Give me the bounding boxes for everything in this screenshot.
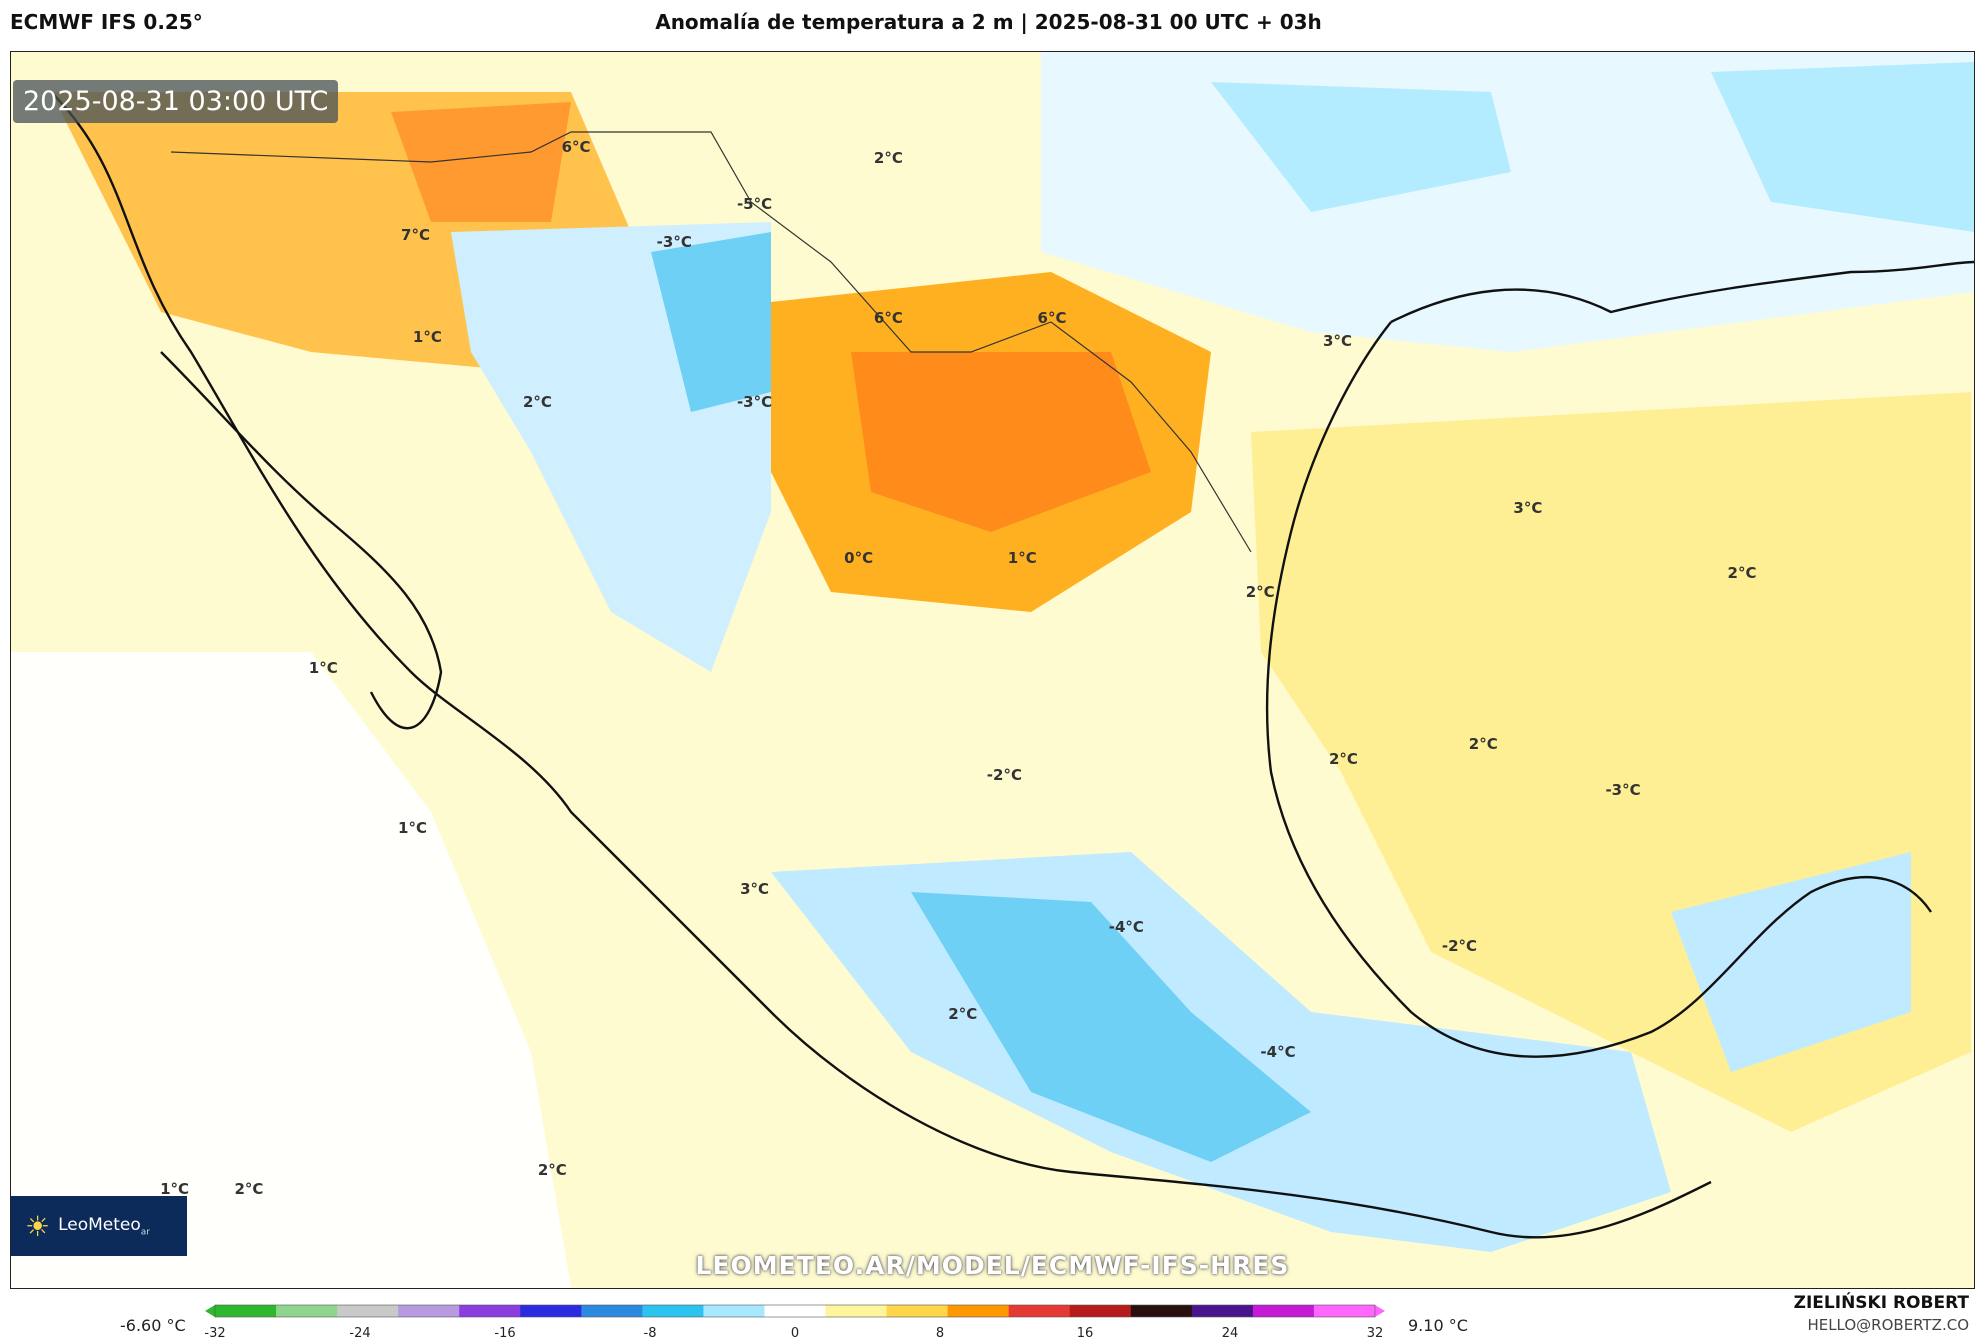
southwest-hot-core [391,102,571,222]
author-name: ZIELIŃSKI ROBERT [1793,1293,1969,1313]
contour-label: 1°C [412,328,442,347]
contour-label: -2°C [986,765,1022,784]
contour-label: 6°C [1037,309,1067,328]
colorbar-max-arrow [1375,1305,1385,1317]
colorbar-max-label: 9.10 °C [1408,1316,1468,1335]
contour-label: -2°C [1441,936,1478,955]
colorbar-segment [215,1305,277,1317]
gulf-coastline [1265,321,1932,1058]
source-watermark: LEOMETEO.AR/MODEL/ECMWF-IFS-HRES [695,1251,1290,1280]
contour-label: -4°C [1260,1043,1296,1062]
contour-label: 2°C [522,392,552,411]
contour-label: 2°C [1328,750,1358,769]
chihuahua-cold-core [651,232,771,412]
contour-label: 3°C [740,879,770,898]
contour-label: 1°C [308,659,338,678]
author-credit: ZIELIŃSKI ROBERT HELLO@ROBERTZ.CO [1794,1292,1969,1336]
contour-label: -5°C [736,195,773,214]
contour-label: 2°C [1727,564,1757,583]
pacific-coastline [50,91,1712,1239]
contour-label: 1°C [398,818,427,837]
contour-label: -3°C [736,392,773,411]
contour-label: 1°C [1007,548,1037,567]
colorbar-segment [337,1305,399,1317]
contour-label: 2°C [537,1161,567,1180]
south-mexico-cold-core [911,892,1311,1162]
colorbar-tick-label: 8 [935,1326,945,1341]
colorbar-segment [886,1305,949,1317]
contour-label: -3°C [656,233,692,252]
colorbar-segment [1130,1305,1193,1317]
baja-california-coastline [160,351,443,730]
colorbar-segment [703,1305,765,1317]
colorbar-segment [398,1305,460,1317]
colorbar-segment [1313,1305,1376,1317]
valid-time-badge: 2025-08-31 03:00 UTC [13,80,339,123]
colorbar-tick-label: -32 [204,1326,226,1341]
author-email: HELLO@ROBERTZ.CO [1807,1316,1969,1334]
colorbar-tick-label: -24 [349,1326,371,1341]
us-gulf-coastline [1390,260,1974,324]
colorbar-segment [581,1305,643,1317]
logo-text: LeoMeteoar [58,1214,151,1238]
contour-label: 0°C [844,548,874,567]
colorbar-tick-label: 16 [1076,1326,1094,1341]
chart-title: Anomalía de temperatura a 2 m | 2025-08-… [655,10,1322,34]
contour-label: -4°C [1108,917,1144,936]
colorbar-segment [642,1305,704,1317]
contour-label: 1°C [160,1180,190,1199]
colorbar-segment [520,1305,582,1317]
colorbar-tick-label: 0 [790,1326,800,1341]
contour-label: 7°C [401,225,430,244]
map-canvas [11,52,1974,1288]
colorbar-segment [764,1305,827,1317]
sun-icon: ☀ [25,1209,51,1243]
cool-patch-north [1211,82,1511,212]
contour-label: 2°C [1468,735,1498,754]
contour-label: -3°C [1605,780,1641,799]
contour-label: 2°C [1245,583,1275,602]
colorbar-outline [214,1304,1376,1318]
colorbar-tick-label: 24 [1221,1326,1239,1341]
colorbar-tick-label: -8 [643,1326,657,1341]
colorbar-segment [947,1305,1010,1317]
colorbar-tick-label: 32 [1366,1326,1384,1341]
colorbar-min-arrow [205,1305,215,1317]
colorbar-segment [1191,1305,1254,1317]
leometeo-logo: ☀ LeoMeteoar [11,1196,187,1256]
model-name: ECMWF IFS 0.25° [10,10,203,34]
texas-hot-core [851,352,1151,532]
pacific-neutral-zone [11,652,571,1288]
colorbar-tick-label: -16 [494,1326,516,1341]
contour-label: 3°C [1513,499,1543,518]
contour-label: 6°C [561,138,591,157]
colorbar-segment [825,1305,888,1317]
colorbar-segment [276,1305,338,1317]
contour-label: 2°C [234,1180,264,1199]
yucatan-cool-zone [1671,852,1911,1072]
colorbar [205,1304,1385,1318]
contour-label: 2°C [948,1005,978,1024]
us-mexico-border [170,131,1252,553]
cool-patch-east [1711,62,1974,232]
colorbar-segment [1069,1305,1132,1317]
contour-label: 6°C [873,309,903,328]
contour-label: 2°C [873,149,903,168]
contour-label: 3°C [1323,332,1352,351]
colorbar-segment [459,1305,521,1317]
colorbar-segment [1008,1305,1071,1317]
colorbar-min-label: -6.60 °C [120,1316,186,1335]
temperature-anomaly-map[interactable]: 2025-08-31 03:00 UTC 6°C 2°C 7°C -5°C -3°C 1°… [10,51,1975,1289]
colorbar-segment [1252,1305,1315,1317]
